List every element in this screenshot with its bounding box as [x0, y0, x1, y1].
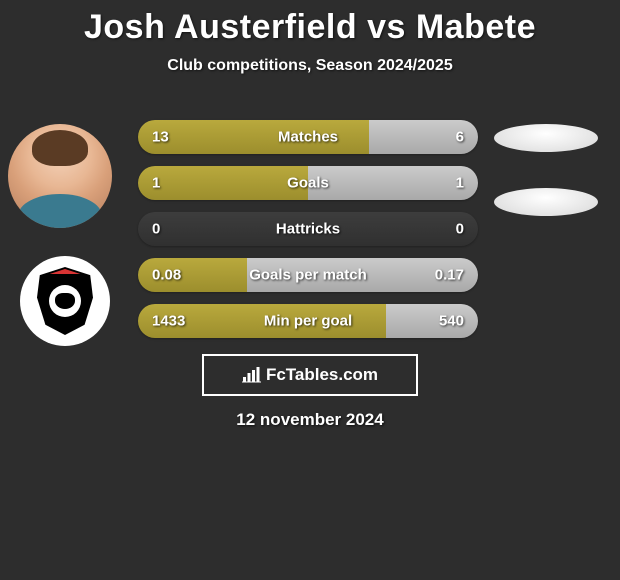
brand-badge: FcTables.com [202, 354, 418, 396]
bar-row: 1433 540 Min per goal [138, 304, 478, 338]
comparison-bars: 13 6 Matches 1 1 Goals 0 0 Hattricks 0.08 0.17 Goal… [138, 120, 478, 350]
bar-right-value: 540 [439, 313, 464, 330]
bar-category-label: Goals [287, 175, 329, 192]
lion-icon [49, 285, 81, 317]
bar-right-fill [386, 304, 478, 338]
bar-row: 13 6 Matches [138, 120, 478, 154]
page-title: Josh Austerfield vs Mabete [0, 0, 620, 47]
bar-left-value: 1433 [152, 313, 185, 330]
bar-left-fill [138, 166, 308, 200]
bar-right-value: 0.17 [435, 267, 464, 284]
bar-left-value: 1 [152, 175, 160, 192]
bar-row: 0.08 0.17 Goals per match [138, 258, 478, 292]
player2-club-badge [20, 256, 110, 346]
ellipse-placeholder [494, 188, 598, 216]
brand-text: FcTables.com [266, 365, 378, 385]
bar-row: 0 0 Hattricks [138, 212, 478, 246]
bar-category-label: Hattricks [276, 221, 340, 238]
generation-date: 12 november 2024 [236, 410, 383, 430]
page-subtitle: Club competitions, Season 2024/2025 [0, 57, 620, 75]
bar-category-label: Goals per match [249, 267, 367, 284]
avatars-column [8, 124, 112, 346]
bar-category-label: Min per goal [264, 313, 352, 330]
bar-right-value: 6 [456, 129, 464, 146]
bar-category-label: Matches [278, 129, 338, 146]
ellipse-placeholder [494, 124, 598, 152]
bar-row: 1 1 Goals [138, 166, 478, 200]
bar-left-value: 0.08 [152, 267, 181, 284]
shield-icon [37, 267, 93, 335]
bar-right-fill [308, 166, 478, 200]
right-ellipses [494, 124, 598, 252]
bar-right-value: 1 [456, 175, 464, 192]
bar-left-value: 0 [152, 221, 160, 238]
bar-left-value: 13 [152, 129, 169, 146]
bar-right-value: 0 [456, 221, 464, 238]
player1-avatar [8, 124, 112, 228]
bar-chart-icon [242, 367, 262, 383]
